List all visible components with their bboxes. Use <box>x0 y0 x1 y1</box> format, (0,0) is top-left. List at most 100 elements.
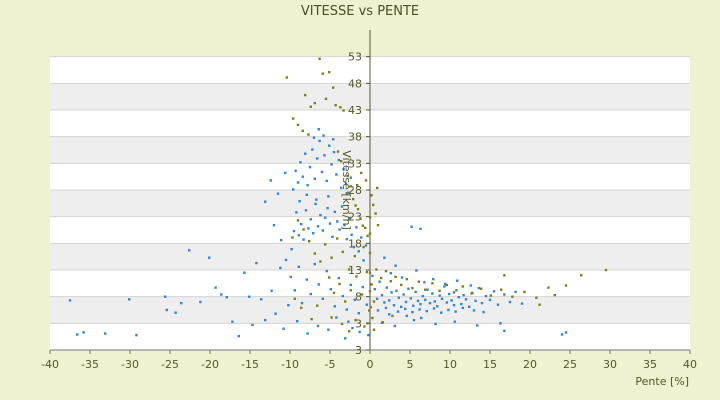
data-point <box>164 295 167 298</box>
data-point <box>355 226 358 229</box>
data-point <box>325 179 328 183</box>
data-point <box>316 304 319 307</box>
data-point <box>380 293 384 297</box>
data-point <box>419 302 422 306</box>
data-point <box>280 238 283 242</box>
data-point <box>335 316 338 319</box>
data-point <box>180 301 183 305</box>
data-point <box>469 284 472 287</box>
data-point <box>316 157 319 160</box>
data-point <box>380 276 383 280</box>
data-point <box>553 293 556 297</box>
data-point <box>425 309 428 313</box>
data-point <box>564 284 568 287</box>
data-point <box>360 236 363 239</box>
data-point <box>306 332 309 335</box>
data-point <box>304 152 307 155</box>
x-tick-label: 0 <box>367 358 374 371</box>
data-point <box>327 195 330 198</box>
data-point <box>225 296 228 299</box>
data-point <box>535 296 538 299</box>
y-tick-label: 3 <box>355 344 362 357</box>
data-point <box>330 256 333 259</box>
data-point <box>389 272 392 275</box>
data-point <box>423 281 426 284</box>
data-point <box>384 269 388 273</box>
data-point <box>300 306 303 310</box>
data-point <box>319 213 322 217</box>
data-point <box>464 298 468 301</box>
data-point <box>364 226 367 230</box>
data-point <box>440 311 443 314</box>
data-point <box>474 299 477 303</box>
data-point <box>260 298 263 301</box>
data-point <box>356 184 359 187</box>
data-point <box>397 296 400 299</box>
data-point <box>414 290 417 294</box>
data-point <box>344 337 347 340</box>
data-point <box>341 250 344 254</box>
data-point <box>296 219 300 222</box>
data-point <box>454 310 457 313</box>
data-point <box>448 292 451 296</box>
data-point <box>318 139 321 143</box>
data-point <box>324 97 328 100</box>
data-point <box>300 222 303 226</box>
y-tick-label: 43 <box>348 104 362 117</box>
data-point <box>199 300 202 304</box>
data-point <box>330 316 333 319</box>
data-point <box>410 225 413 228</box>
data-point <box>381 321 384 324</box>
data-point <box>308 165 312 169</box>
data-point <box>243 271 246 274</box>
x-tick-label: -35 <box>81 358 99 371</box>
data-point <box>457 296 460 299</box>
data-point <box>396 310 400 313</box>
data-point <box>431 282 434 285</box>
data-point <box>424 298 427 302</box>
data-point <box>373 288 376 291</box>
data-point <box>328 276 331 279</box>
data-point <box>456 279 459 282</box>
data-point <box>438 294 441 297</box>
data-point <box>326 206 329 210</box>
data-point <box>523 290 526 294</box>
data-point <box>500 288 503 291</box>
data-point <box>394 275 397 279</box>
data-point <box>330 163 333 166</box>
data-point <box>390 291 393 294</box>
data-point <box>325 269 328 273</box>
data-point <box>208 256 211 259</box>
data-point <box>68 299 72 302</box>
data-point <box>376 297 379 300</box>
data-point <box>400 283 403 287</box>
data-point <box>335 173 338 176</box>
data-point <box>370 194 373 197</box>
data-point <box>333 305 336 308</box>
data-point <box>348 330 351 333</box>
data-point <box>298 200 301 203</box>
data-point <box>321 229 324 232</box>
data-point <box>365 270 368 274</box>
data-point <box>334 104 337 107</box>
data-point <box>341 294 344 298</box>
data-point <box>580 274 583 277</box>
data-point <box>309 218 312 221</box>
data-point <box>264 200 267 203</box>
data-point <box>564 331 568 334</box>
data-point <box>360 293 364 296</box>
data-point <box>428 301 432 305</box>
data-point <box>472 309 476 312</box>
data-point <box>349 185 352 188</box>
data-point <box>276 192 280 195</box>
data-point <box>340 186 343 190</box>
x-axis-title: Pente [%] <box>635 375 689 388</box>
data-point <box>296 181 300 184</box>
data-point <box>362 259 365 262</box>
data-point <box>135 333 138 337</box>
x-tick-label: -30 <box>121 358 139 371</box>
data-point <box>314 202 317 206</box>
data-point <box>492 290 496 293</box>
data-point <box>415 269 418 272</box>
x-tick-label: 30 <box>603 358 617 371</box>
